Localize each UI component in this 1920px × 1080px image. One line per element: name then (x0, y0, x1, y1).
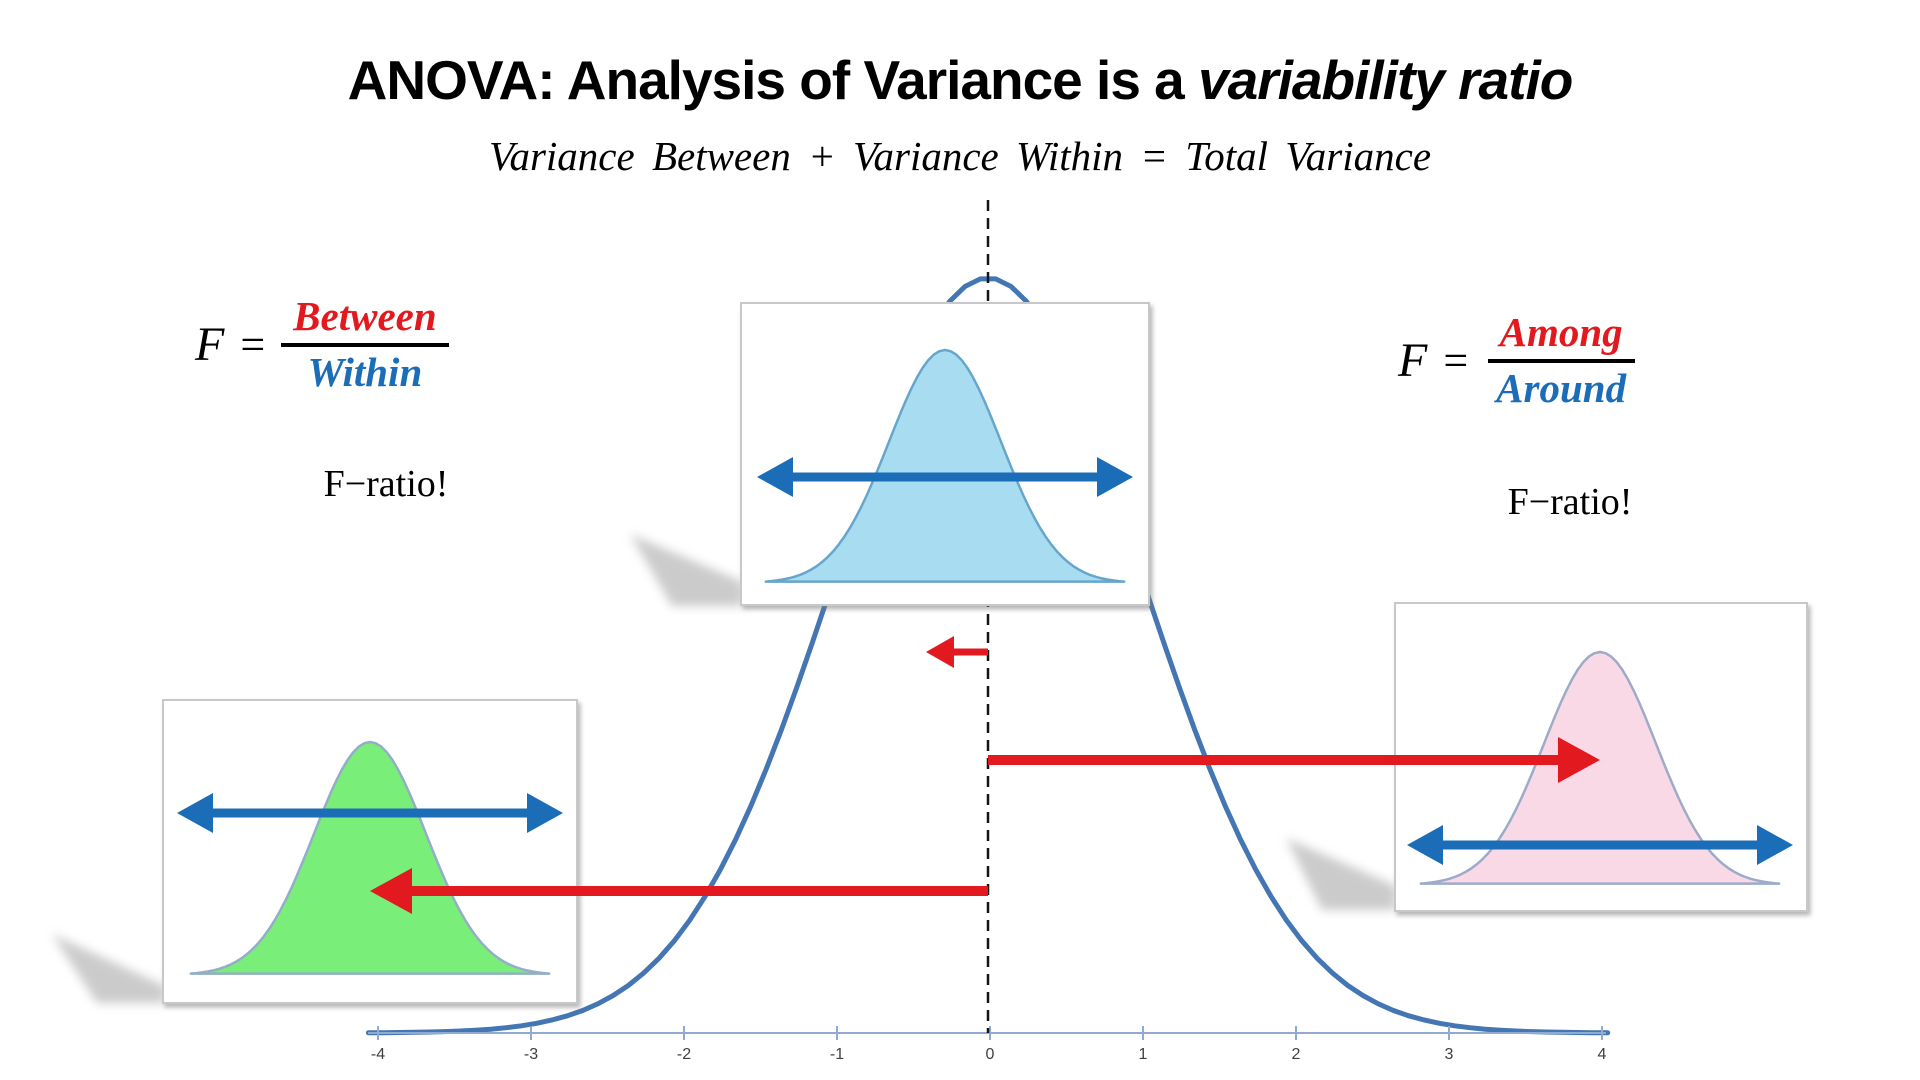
between-arrow-left-head (370, 868, 412, 914)
formula-right-denominator: Around (1496, 364, 1627, 411)
group-curve-left (189, 740, 551, 975)
axis-tick-label: -4 (370, 1046, 386, 1063)
within-arrow-left-head (177, 793, 213, 833)
between-arrow-small-head (926, 636, 954, 668)
axis-tick-label: -1 (829, 1046, 845, 1063)
group-curve-center (764, 348, 1126, 583)
axis-tick-label: 1 (1138, 1046, 1148, 1063)
formula-left-equals: = (240, 320, 266, 370)
box-shadow-wedge-right (1286, 838, 1396, 910)
between-arrow-right-head (1558, 737, 1600, 783)
group-curve-right (1419, 650, 1781, 885)
within-arrow-center-head (757, 457, 793, 497)
formula-left-numerator: Between (281, 293, 449, 347)
f-ratio-caption-left: F−ratio! (323, 463, 449, 505)
formula-left-denominator: Within (307, 348, 423, 395)
axis-tick-label: -3 (523, 1046, 539, 1063)
formula-right-f: F (1398, 334, 1428, 388)
title-text: ANOVA: Analysis of Variance is a (347, 49, 1199, 111)
axis-tick-label: 2 (1291, 1046, 1301, 1063)
box-shadow-wedge-left (52, 934, 165, 1003)
axis-tick-label: 3 (1444, 1046, 1454, 1063)
within-arrow-center-head (1097, 457, 1133, 497)
page-title: ANOVA: Analysis of Variance is a variabi… (0, 48, 1920, 112)
axis-tick-label: 4 (1597, 1046, 1607, 1063)
subtitle-equation: Variance Between + Variance Within = Tot… (488, 133, 1432, 179)
within-arrow-left-head (527, 793, 563, 833)
title-emphasis: variability ratio (1198, 49, 1573, 111)
formula-right-fraction: Among Around (1484, 309, 1638, 412)
within-arrow-right-head (1757, 825, 1793, 865)
f-ratio-formula-right: F = Among Around (1398, 309, 1638, 412)
axis-tick-label: -2 (676, 1046, 692, 1063)
f-ratio-formula-left: F = Between Within (195, 293, 449, 396)
box-shadow-wedge-center (630, 534, 743, 606)
axis-tick-label: 0 (985, 1046, 995, 1063)
formula-left-fraction: Between Within (281, 293, 449, 396)
formula-left-f: F (195, 318, 225, 372)
formula-right-numerator: Among (1487, 309, 1635, 363)
f-ratio-caption-right: F−ratio! (1507, 481, 1633, 523)
within-arrow-right-head (1407, 825, 1443, 865)
formula-right-equals: = (1443, 336, 1469, 386)
